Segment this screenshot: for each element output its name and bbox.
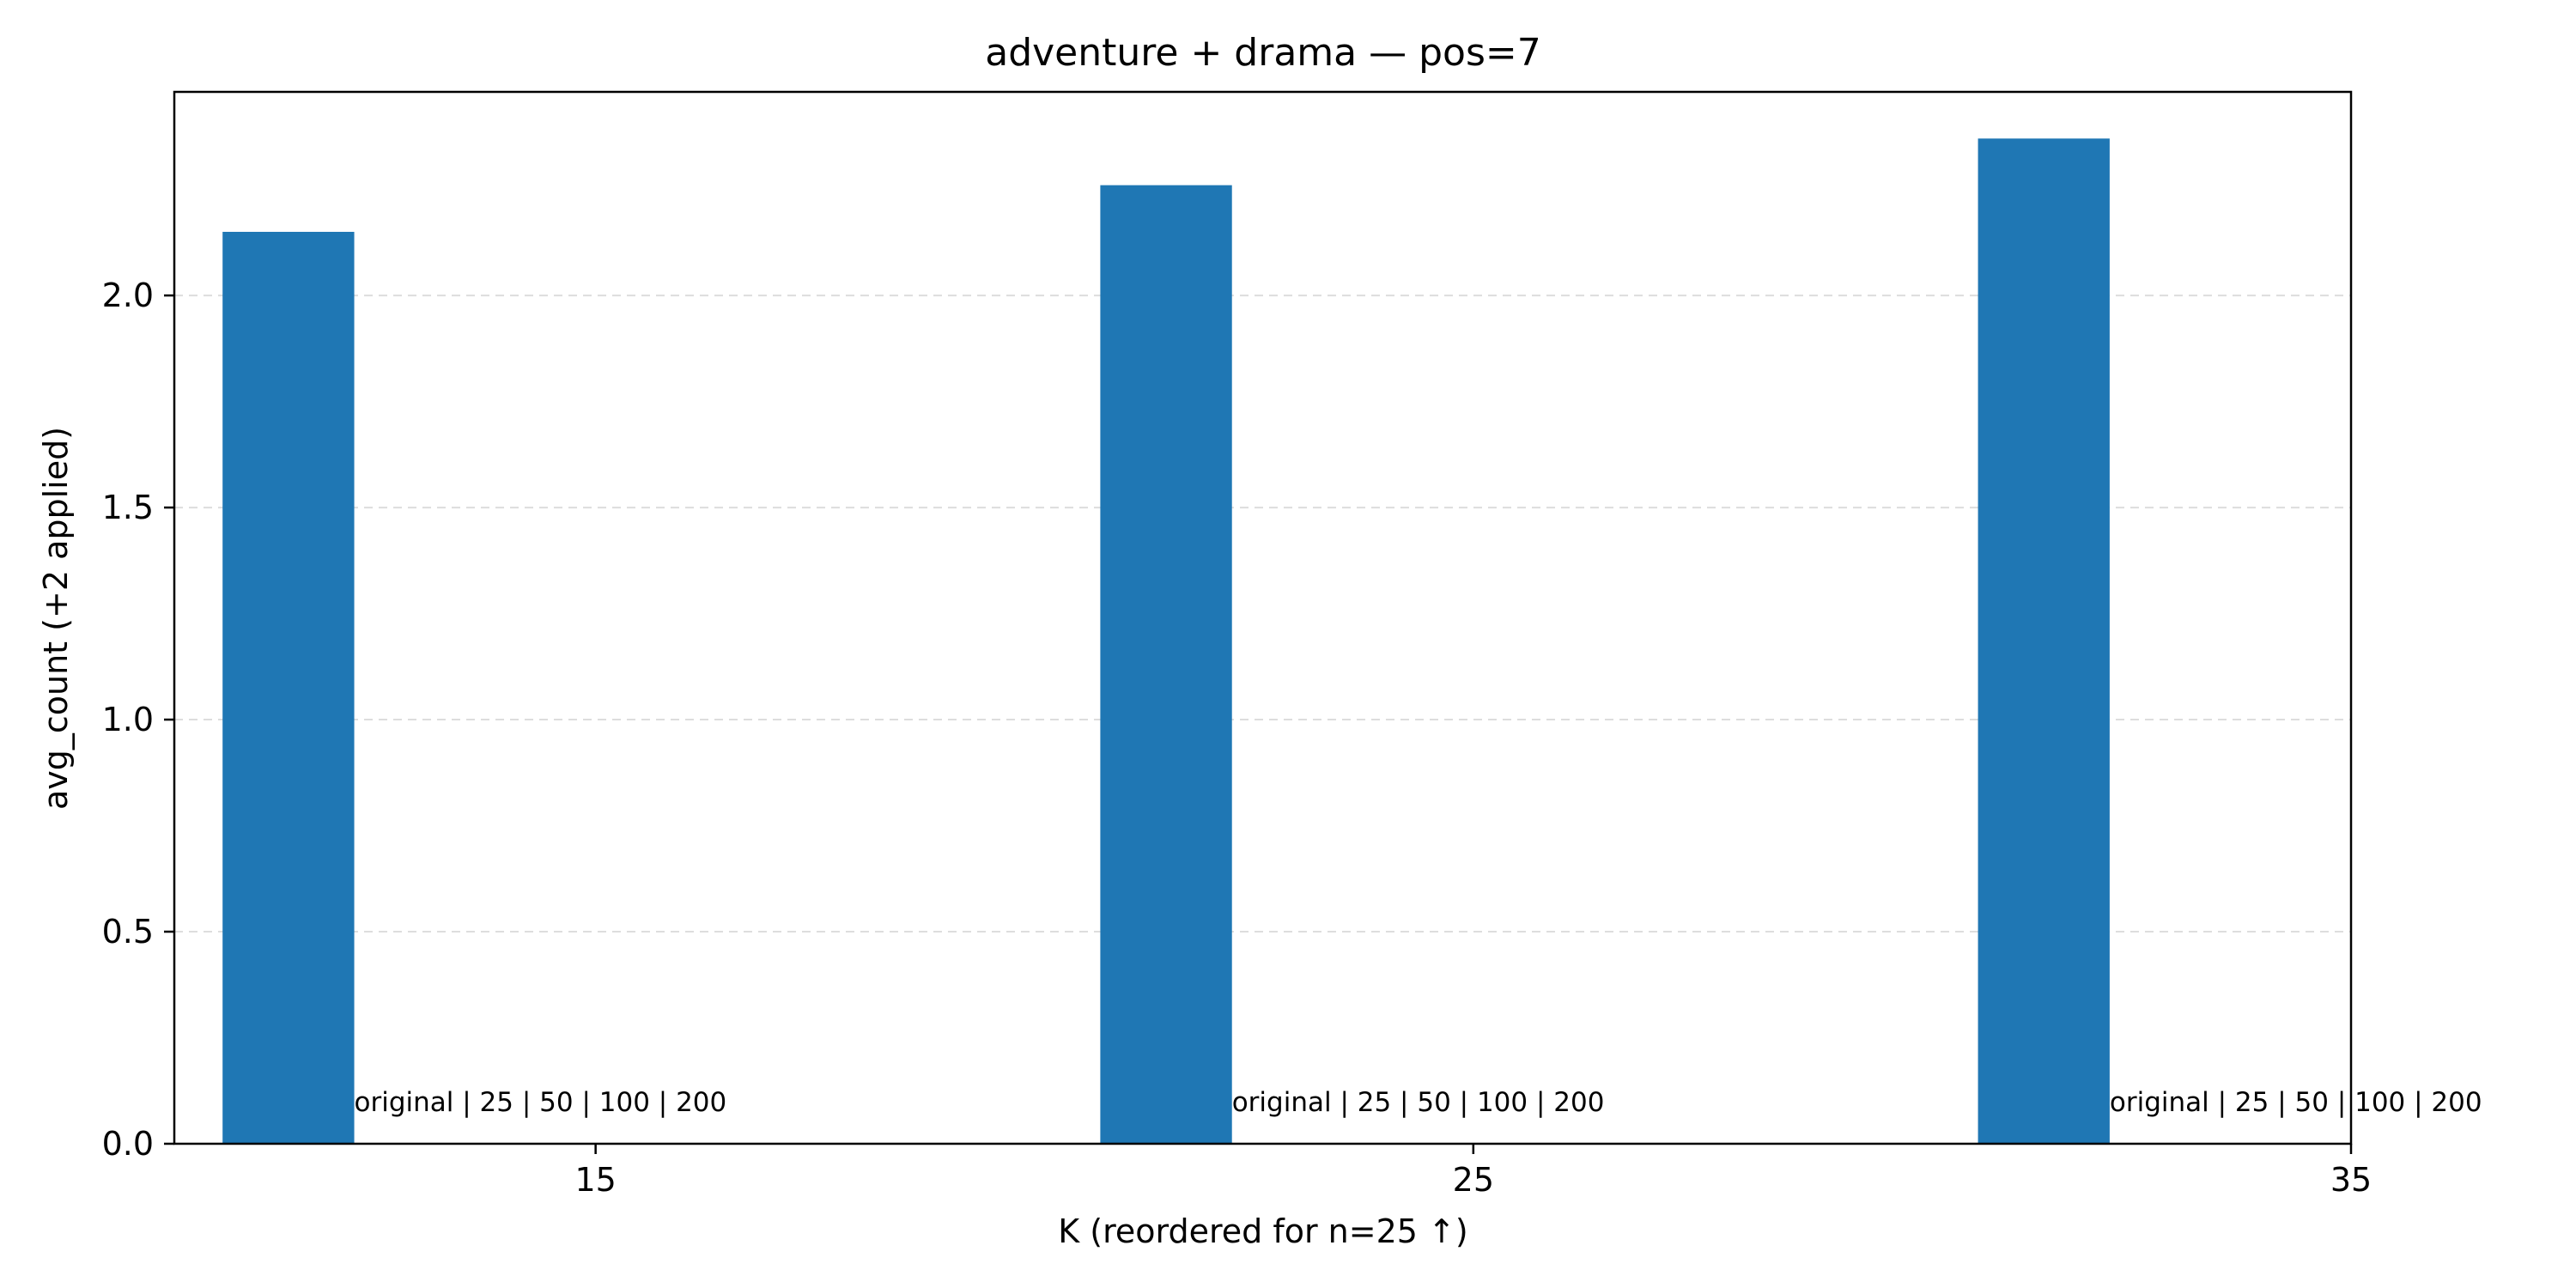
bar — [1100, 185, 1232, 1145]
x-tick-label: 25 — [1453, 1161, 1494, 1199]
y-tick-label: 0.0 — [102, 1125, 154, 1163]
plot-frame — [173, 90, 2353, 1145]
y-tick-label: 0.5 — [102, 913, 154, 951]
y-tick-label: 1.0 — [102, 701, 154, 738]
x-tick-label: 35 — [2330, 1161, 2372, 1199]
bar — [222, 232, 355, 1144]
bar — [1978, 138, 2110, 1144]
bar-annotation: original | 25 | 50 | 100 | 200 — [2110, 1087, 2482, 1118]
y-tick-label: 1.5 — [102, 489, 154, 526]
x-axis-label: K (reordered for n=25 ↑) — [1058, 1212, 1467, 1250]
x-axis-ticks: 15 25 35 — [574, 1144, 2372, 1199]
bars — [222, 138, 2110, 1145]
y-axis-ticks: 0.0 0.5 1.0 1.5 2.0 — [102, 276, 174, 1163]
y-tick-label: 2.0 — [102, 276, 154, 314]
bar-annotations: original | 25 | 50 | 100 | 200 original |… — [355, 1087, 2482, 1118]
bar-annotation: original | 25 | 50 | 100 | 200 — [1232, 1087, 1605, 1118]
bar-annotation: original | 25 | 50 | 100 | 200 — [355, 1087, 727, 1118]
y-axis-label: avg_count (+2 applied) — [37, 427, 75, 810]
x-tick-label: 15 — [574, 1161, 616, 1199]
chart-title: adventure + drama — pos=7 — [985, 31, 1540, 75]
